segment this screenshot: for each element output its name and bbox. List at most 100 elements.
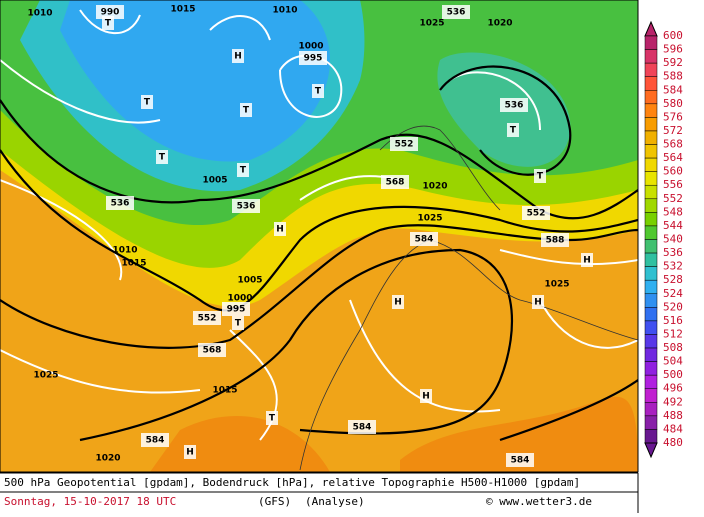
legend-label: 536 [663,246,683,259]
label-bg [274,222,286,236]
label-bg [410,232,438,246]
legend-label: 548 [663,205,683,218]
label-bg [532,295,544,309]
isobar-label: 1005 [202,176,227,186]
legend-label: 600 [663,29,683,42]
legend-swatch [644,130,658,145]
legend-swatch [644,388,658,403]
legend-swatch [644,184,658,200]
geopotential-lines [0,65,638,442]
isobar-label: 1015 [170,5,195,15]
contour-label: T [315,87,322,97]
contour-label: 990 [101,8,120,18]
label-bg [522,206,550,220]
label-bg [141,433,169,447]
legend-swatch [644,171,658,186]
legend-swatch [644,429,658,444]
contour-label: T [537,172,544,182]
contour-label: H [234,52,242,62]
legend-swatch [644,62,658,77]
contour-label: H [276,225,284,235]
legend-label: 496 [663,382,683,395]
contour-label: H [583,256,591,266]
legend-label: 492 [663,395,683,408]
contour-label: 568 [386,178,405,188]
caption-date: Sonntag, 15-10-2017 18 UTC [4,495,176,508]
legend-swatch [644,239,658,254]
legend-label: 528 [663,273,683,286]
contour-label: T [159,153,166,163]
legend-label: 480 [663,436,683,449]
isobar-label: 1000 [227,294,252,304]
label-bg [541,233,569,247]
legend-swatch [644,225,658,240]
contour-label: T [144,98,151,108]
legend-swatch [644,320,658,335]
label-bg [381,175,409,189]
map-labels: T T T T T T T T T T H H H H H H H 552 552 552 536 536 536 536 56… [27,5,593,467]
legend-arrow-bottom [644,442,658,459]
legend-label: 564 [663,151,683,164]
legend-label: 552 [663,192,683,205]
label-bg [534,169,546,183]
caption-run: (Analyse) [305,495,365,508]
contour-label: 584 [511,456,530,466]
caption-line: 500 hPa Geopotential [gpdam], Bodendruck… [4,476,580,489]
label-bg [193,311,221,325]
label-bg [500,98,528,112]
label-bg [581,253,593,267]
legend-swatch [644,334,658,349]
contour-label: 536 [111,199,130,209]
legend-swatch [644,49,658,64]
label-bg [237,163,249,177]
legend-swatch [644,307,658,322]
legend-swatch [644,103,658,118]
legend-label: 540 [663,233,683,246]
map [0,0,638,472]
legend-label: 516 [663,314,683,327]
isobar-label: 1005 [237,276,262,286]
legend-swatch [644,144,658,159]
label-bg [390,137,418,151]
contour-label: H [394,298,402,308]
isobar-label: 1025 [544,280,569,290]
contour-label: 568 [203,346,222,356]
contour-label: 536 [447,8,466,18]
label-bg [240,103,252,117]
legend-swatch [644,90,658,105]
label-bg [156,150,168,164]
label-bg [232,199,260,213]
legend-label: 572 [663,124,683,137]
legend-label: 584 [663,83,683,96]
contour-label: T [235,319,242,329]
label-bg [506,453,534,467]
legend-swatch [644,402,658,417]
contour-label: H [186,448,194,458]
contour-label: T [105,19,112,29]
label-bg [222,302,250,316]
contour-label: 536 [505,101,524,111]
legend-swatch [644,279,658,295]
legend-swatch [644,266,658,281]
caption-source: © www.wetter3.de [486,495,592,508]
contour-label: T [510,126,517,136]
isobar-label: 1010 [112,246,137,256]
legend-label: 508 [663,341,683,354]
legend-label: 500 [663,368,683,381]
legend-label: 520 [663,300,683,313]
legend-label: 504 [663,355,683,368]
legend-swatch [644,415,658,430]
legend-label: 560 [663,165,683,178]
contour-label: 584 [146,436,165,446]
label-bg [96,5,124,19]
label-bg [198,343,226,357]
legend-arrow-top [644,20,658,37]
contour-label: 588 [546,236,565,246]
contour-label: 536 [237,202,256,212]
legend-label: 596 [663,43,683,56]
isobar-label: 1025 [419,19,444,29]
contour-label: H [422,392,430,402]
isobar-label: 1025 [33,371,58,381]
contour-label: 995 [304,54,323,64]
